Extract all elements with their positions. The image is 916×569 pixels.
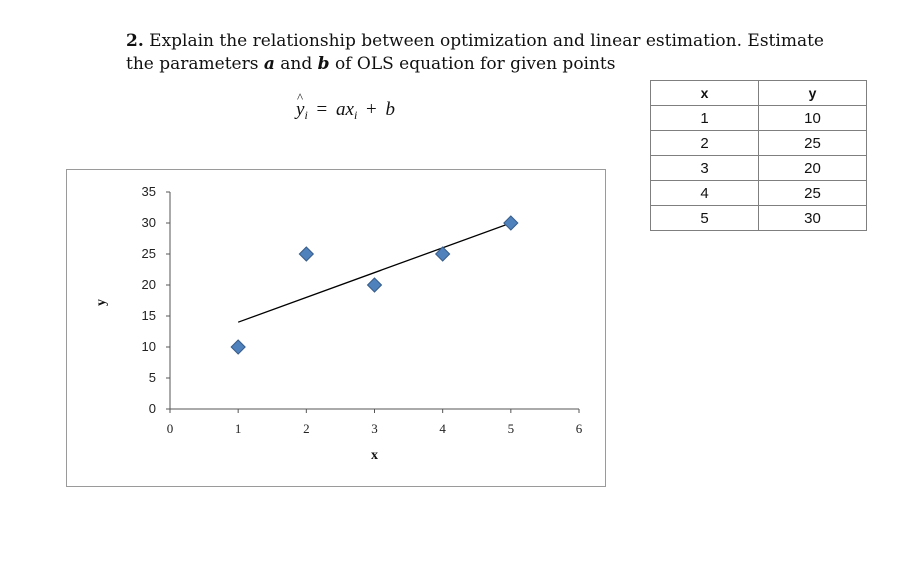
table-cell: 2 [650, 130, 759, 156]
data-point [298, 246, 315, 262]
y-tick-label: 10 [142, 339, 156, 354]
x-tick-label: 6 [576, 421, 583, 436]
eq-lhs-sub: i [304, 108, 308, 122]
table-cell: 10 [758, 105, 867, 131]
y-tick-label: 25 [142, 246, 156, 261]
x-tick-label: 2 [303, 421, 310, 436]
table-row: 1 10 [650, 105, 867, 131]
eq-x-sub: i [353, 108, 358, 122]
fit-line [237, 222, 512, 323]
table-row: 4 25 [650, 180, 867, 206]
y-tick-label: 20 [142, 277, 156, 292]
x-axis-title: x [371, 448, 378, 463]
table-cell: 1 [650, 105, 759, 131]
question-text-part2: of OLS equation for given points [329, 54, 616, 74]
y-tick-label: 15 [142, 308, 156, 323]
y-tick-label: 0 [149, 401, 156, 416]
table-header-x: x [650, 80, 759, 106]
scatter-chart: 0 5 10 15 20 25 30 35 0 1 2 3 4 5 6 x y [66, 169, 606, 487]
table-row: 3 20 [650, 155, 867, 181]
table-row: 2 25 [650, 130, 867, 156]
question-text: 2. Explain the relationship between opti… [126, 30, 846, 76]
eq-lhs: y [296, 90, 304, 121]
data-point [434, 246, 451, 262]
table-header-row: x y [650, 80, 867, 106]
y-axis-title: y [94, 299, 109, 306]
chart-svg: 0 5 10 15 20 25 30 35 0 1 2 3 4 5 6 x y [94, 184, 583, 463]
table-cell: 30 [758, 205, 867, 231]
data-table: x y 1 10 2 25 3 20 4 25 5 30 [650, 80, 867, 231]
var-b: b [317, 54, 330, 74]
var-a: a [263, 54, 275, 74]
data-point [230, 339, 246, 355]
data-point [366, 277, 383, 293]
table-cell: 20 [758, 155, 867, 181]
x-tick-label: 0 [167, 421, 174, 436]
y-tick-label: 5 [149, 370, 156, 385]
table-cell: 5 [650, 205, 759, 231]
y-tick-label: 35 [142, 184, 156, 199]
table-cell: 25 [758, 180, 867, 206]
eq-intercept: b [385, 99, 396, 120]
eq-x: x [345, 99, 354, 120]
table-cell: 4 [650, 180, 759, 206]
data-point [503, 215, 519, 231]
x-tick-label: 3 [371, 421, 378, 436]
table-cell: 25 [758, 130, 867, 156]
question-text-part1: Explain the relationship between optimiz… [126, 31, 824, 74]
y-tick-label: 30 [142, 215, 156, 230]
question-number: 2. [126, 31, 144, 51]
question-text-and: and [274, 54, 318, 74]
ols-equation: yi = axi + b [296, 90, 396, 123]
x-tick-label: 4 [439, 421, 446, 436]
table-header-y: y [758, 80, 867, 106]
x-tick-label: 5 [508, 421, 515, 436]
eq-plus: + [366, 99, 377, 120]
eq-coef: a [336, 99, 346, 120]
table-row: 5 30 [650, 205, 867, 231]
eq-equals: = [316, 99, 328, 120]
x-tick-label: 1 [235, 421, 242, 436]
table-cell: 3 [650, 155, 759, 181]
